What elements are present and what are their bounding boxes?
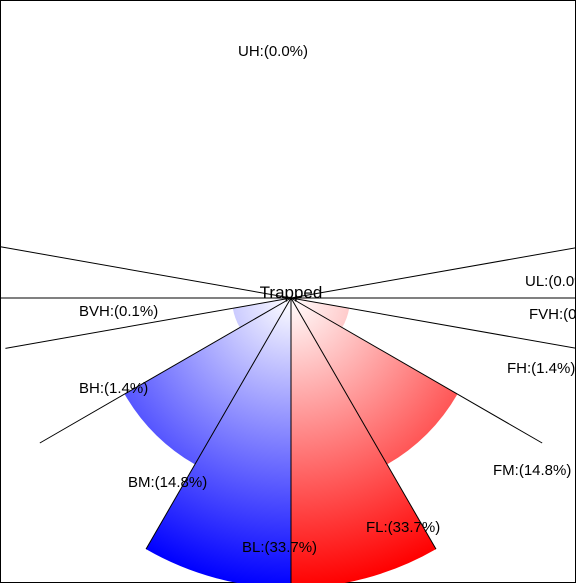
chart-title: Trapped	[260, 283, 323, 302]
divider-bvh-bh	[5, 297, 292, 349]
label-ul: UL:(0.0%)	[525, 273, 576, 290]
divider-bm-bl	[145, 297, 292, 550]
label-bm: BM:(14.8%)	[128, 474, 207, 491]
divider-fm-fh	[290, 297, 543, 444]
label-fm: FM:(14.8%)	[493, 462, 571, 479]
divider-front-upper	[290, 247, 576, 299]
divider-back-upper	[0, 246, 292, 299]
label-bh: BH:(1.4%)	[79, 380, 148, 397]
sector-fm	[291, 298, 458, 465]
label-bl: BL:(33.7%)	[242, 539, 317, 556]
label-bvh: BVH:(0.1%)	[79, 303, 158, 320]
sector-fl	[291, 298, 436, 583]
label-uh: UH:(0.0%)	[238, 43, 308, 60]
sector-bm	[124, 298, 291, 465]
divider-fl-fm	[290, 297, 437, 550]
label-fvh: FVH:(0.1%)	[529, 306, 576, 323]
sector-fh	[291, 298, 350, 328]
sector-bh	[232, 298, 291, 328]
sector-bl	[146, 298, 291, 583]
divider-bh-bm	[39, 297, 292, 444]
label-fl: FL:(33.7%)	[366, 519, 440, 536]
label-fh: FH:(1.4%)	[507, 360, 575, 377]
divider-fh-fvh	[290, 297, 576, 349]
